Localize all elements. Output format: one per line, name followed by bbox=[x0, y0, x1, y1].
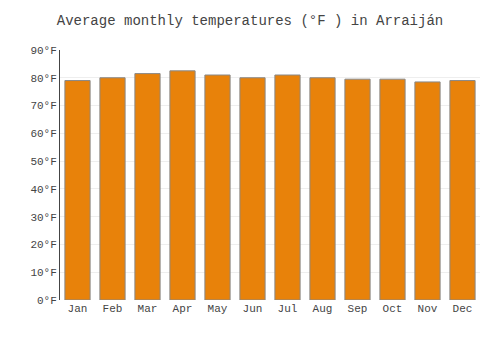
svg-text:0°F: 0°F bbox=[37, 295, 57, 307]
svg-text:50°F: 50°F bbox=[30, 156, 56, 168]
svg-text:Aug: Aug bbox=[313, 303, 333, 315]
svg-text:Feb: Feb bbox=[103, 303, 123, 315]
svg-text:May: May bbox=[208, 303, 228, 315]
svg-text:Jun: Jun bbox=[243, 303, 263, 315]
svg-text:20°F: 20°F bbox=[30, 239, 56, 251]
svg-text:10°F: 10°F bbox=[30, 267, 56, 279]
svg-text:40°F: 40°F bbox=[30, 184, 56, 196]
svg-text:70°F: 70°F bbox=[30, 100, 56, 112]
svg-text:80°F: 80°F bbox=[30, 73, 56, 85]
svg-text:Nov: Nov bbox=[418, 303, 438, 315]
svg-text:Sep: Sep bbox=[348, 303, 368, 315]
svg-text:Jan: Jan bbox=[68, 303, 88, 315]
svg-text:Dec: Dec bbox=[453, 303, 473, 315]
svg-text:Oct: Oct bbox=[383, 303, 403, 315]
svg-text:60°F: 60°F bbox=[30, 128, 56, 140]
svg-text:Average monthly temperatures (: Average monthly temperatures (°F ) in Ar… bbox=[57, 13, 443, 29]
svg-text:Jul: Jul bbox=[278, 303, 298, 315]
svg-text:Apr: Apr bbox=[173, 303, 193, 315]
svg-text:Mar: Mar bbox=[138, 303, 158, 315]
svg-text:90°F: 90°F bbox=[30, 45, 56, 57]
svg-text:30°F: 30°F bbox=[30, 212, 56, 224]
